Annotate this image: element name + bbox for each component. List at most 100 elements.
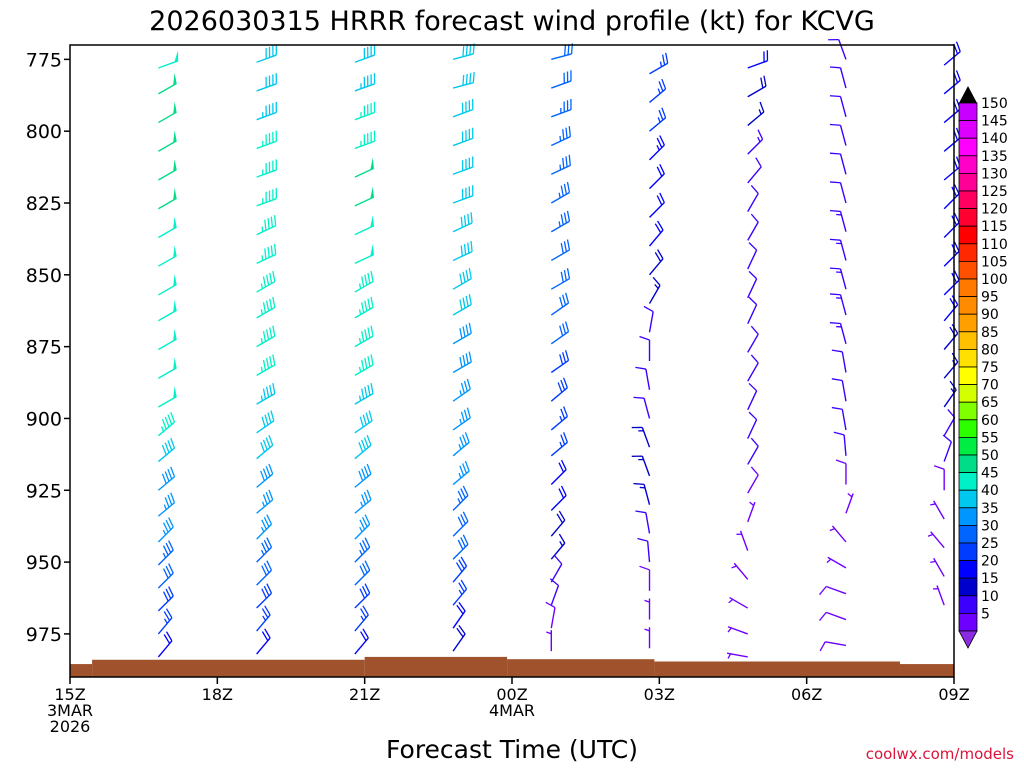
wind-barb [643, 305, 654, 333]
wind-barb [158, 386, 177, 408]
barb-feather [657, 220, 664, 231]
barb-feather [269, 298, 273, 310]
barb-half-feather [644, 628, 650, 632]
barb-feather [472, 72, 475, 83]
wind-barb [831, 349, 847, 373]
barb-feather [262, 276, 267, 288]
wind-barb [747, 184, 759, 212]
wind-barb [943, 241, 960, 267]
barb-feather [560, 271, 564, 283]
wind-barb [829, 123, 847, 146]
x-tick-label: 18Z [202, 685, 233, 704]
barb-shaft [158, 338, 177, 351]
barb-half-feather [260, 526, 265, 533]
barb-feather [750, 213, 759, 223]
colorbar-swatch [958, 260, 978, 280]
wind-barb [550, 268, 571, 290]
terrain-segment [654, 661, 900, 677]
barb-half-feather [358, 395, 362, 401]
wind-barb [829, 95, 847, 117]
barb-feather [659, 135, 665, 146]
barb-shaft [158, 255, 177, 267]
colorbar-label: 140 [981, 131, 1008, 147]
barb-half-feather [657, 117, 661, 123]
wind-barb [845, 493, 854, 514]
wind-barb [354, 583, 371, 609]
colorbar-swatch [958, 172, 978, 192]
wind-barb [354, 354, 374, 376]
barb-feather [262, 331, 267, 342]
wind-barb [930, 500, 945, 520]
barb-feather [162, 545, 169, 556]
colorbar-legend: 1501451401351301251201151101051009590858… [958, 86, 1008, 649]
barb-feather [361, 539, 368, 551]
barb-feather [659, 192, 665, 203]
barb-feather [562, 129, 565, 140]
barb-feather [167, 440, 173, 451]
barb-feather [566, 181, 571, 193]
barb-feather [459, 299, 463, 311]
wind-barb [354, 130, 376, 150]
barb-shaft [825, 611, 847, 621]
barb-shaft [158, 140, 177, 152]
barb-feather [661, 78, 667, 90]
barb-feather [455, 562, 463, 572]
wind-barb [648, 249, 664, 276]
barb-feather [563, 212, 567, 224]
colorbar-label: 50 [981, 448, 999, 464]
barb-feather [460, 216, 463, 228]
barb-half-feather [162, 552, 167, 559]
barb-feather [658, 81, 664, 92]
barb-feather [750, 325, 759, 335]
colorbar-label: 65 [981, 395, 999, 411]
colorbar-swatch [958, 542, 978, 562]
barb-feather [567, 44, 570, 55]
wind-barb [831, 406, 847, 431]
barb-feather [164, 416, 170, 428]
barb-feather [661, 54, 666, 66]
barb-feather [266, 514, 273, 525]
credit-link[interactable]: coolwx.com/models [866, 745, 1014, 763]
wind-barb [354, 73, 376, 92]
wind-barb [452, 351, 472, 374]
wind-barb [550, 510, 566, 537]
barb-feather [829, 267, 841, 270]
barb-flag [173, 216, 177, 229]
barb-half-feather [826, 558, 832, 564]
barb-feather [267, 412, 272, 424]
barb-feather [162, 568, 169, 579]
wind-barb [943, 212, 960, 238]
barb-half-feather [359, 526, 363, 533]
wind-barb [550, 406, 568, 431]
x-tick-label: 2026 [50, 717, 91, 736]
wind-barb [819, 641, 847, 652]
wind-barb [158, 328, 177, 351]
barb-feather [562, 157, 565, 169]
barb-feather [563, 432, 568, 443]
wind-barb [452, 212, 473, 233]
barb-feather [657, 249, 664, 260]
barb-feather [748, 382, 758, 392]
barb-feather [168, 586, 174, 597]
wind-barb [158, 50, 179, 69]
barb-feather [643, 305, 654, 313]
colorbar-swatch [958, 472, 978, 491]
colorbar-swatch [958, 278, 978, 298]
wind-barb [550, 432, 568, 457]
barb-feather [560, 485, 567, 496]
barb-feather [456, 604, 464, 615]
barb-shaft [943, 417, 956, 437]
wind-barb [943, 270, 960, 296]
wind-barb [452, 156, 474, 175]
barb-feather [819, 641, 826, 652]
barb-feather [162, 522, 169, 533]
barb-half-feather [728, 598, 734, 604]
wind-barb [747, 501, 756, 523]
barb-half-feather [930, 560, 936, 564]
barb-feather [458, 582, 465, 593]
colorbar-swatch [958, 243, 978, 262]
barb-feather [272, 325, 276, 337]
barb-half-feather [749, 501, 755, 507]
wind-barb [256, 44, 278, 63]
